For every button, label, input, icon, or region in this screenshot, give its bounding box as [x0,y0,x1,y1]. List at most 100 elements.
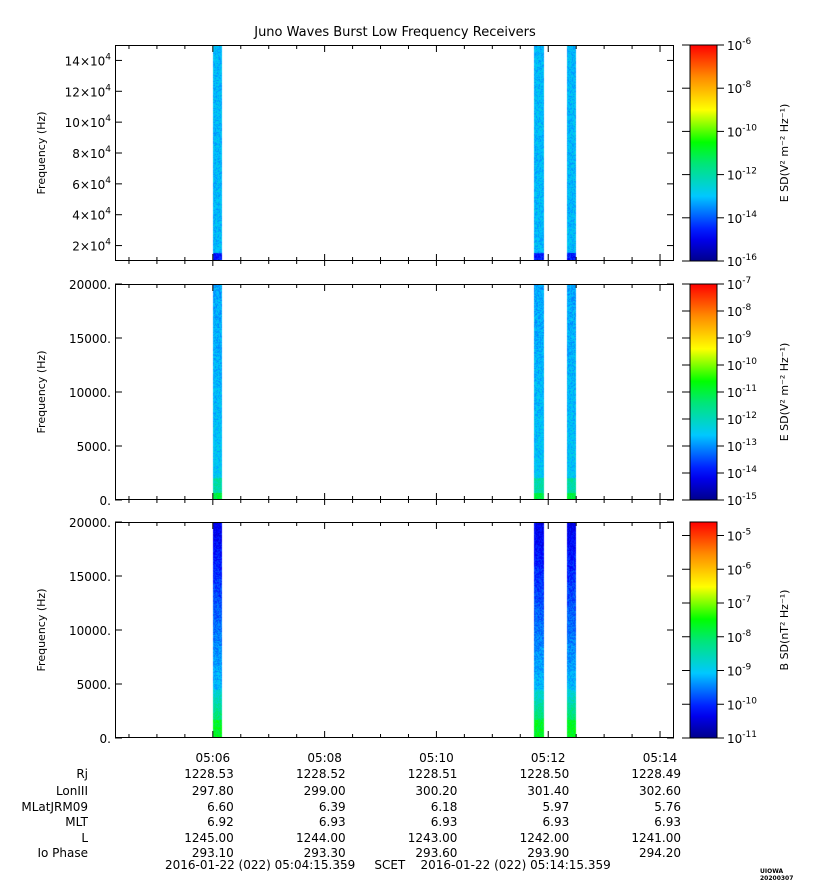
x-tick-label: 05:08 [307,751,342,765]
x-tick-label: 05:12 [531,751,566,765]
spectrogram-panel-1 [115,45,674,261]
y-tick-label: 6×104 [72,176,111,192]
y-tick-label: 10×104 [65,114,112,130]
colorbar-tick-label: 10-10 [727,357,757,373]
ephemeris-value: 294.20 [639,846,682,860]
ephemeris-label: LonIII [55,784,88,798]
ephemeris-value: 6.93 [430,815,458,829]
colorbar-label: B SD(nT² Hz⁻¹) [778,590,791,671]
y-tick-label: 10000. [69,386,111,400]
colorbar-tick-label: 10-13 [727,438,757,454]
colorbar-tick-label: 10-7 [727,595,751,611]
ephemeris-label: L [81,831,88,845]
ephemeris-value: 1228.49 [631,767,682,781]
ephemeris-value: 6.18 [430,800,458,814]
y-tick-label: 20000. [69,516,111,530]
ephemeris-label: Rj [76,767,88,781]
ephemeris-value: 300.20 [415,784,458,798]
colorbar-tick-label: 10-14 [727,210,757,226]
y-tick-label: 0. [100,494,111,508]
chart-title: Juno Waves Burst Low Frequency Receivers [254,25,536,40]
ephemeris-value: 301.40 [527,784,570,798]
ephemeris-value: 1242.00 [519,831,570,845]
ephemeris-value: 1241.00 [631,831,682,845]
footer-scet: SCET [374,858,406,872]
y-axis-label: Frequency (Hz) [35,351,48,434]
stamp: UIOWA 20200307 [760,868,794,882]
colorbar-tick-label: 10-8 [727,629,752,645]
ephemeris-value: 5.97 [542,800,570,814]
ephemeris-label: Io Phase [37,846,88,860]
ephemeris-value: 6.92 [207,815,234,829]
y-axis-label: Frequency (Hz) [35,112,48,195]
colorbar-tick-label: 10-16 [727,253,757,269]
ephemeris-value: 1243.00 [407,831,458,845]
spectrogram-panel-3 [115,522,674,738]
colorbar [689,44,718,262]
spectrogram-2 [116,285,673,499]
ephemeris-value: 1245.00 [184,831,234,845]
ephemeris-label: MLatJRM09 [21,800,88,814]
ephemeris-value: 5.76 [654,800,682,814]
ephemeris-value: 293.30 [303,846,346,860]
y-tick-label: 15000. [69,570,111,584]
ephemeris-value: 6.93 [318,815,346,829]
y-tick-label: 5000. [77,678,111,692]
colorbar-tick-label: 10-15 [727,492,757,508]
colorbar-tick-label: 10-11 [727,730,757,746]
spectrogram-1 [116,46,673,260]
ephemeris-value: 6.39 [318,800,346,814]
colorbar-tick-label: 10-6 [727,561,752,577]
colorbar-tick-label: 10-8 [727,303,752,319]
footer-start: 2016-01-22 (022) 05:04:15.359 [165,858,356,872]
y-tick-label: 14×104 [65,52,112,68]
y-tick-label: 10000. [69,624,111,638]
y-tick-label: 0. [100,732,111,746]
y-tick-label: 8×104 [72,145,111,161]
ephemeris-value: 1228.52 [296,767,346,781]
footer-end: 2016-01-22 (022) 05:14:15.359 [420,858,611,872]
y-axis-label: Frequency (Hz) [35,589,48,672]
x-tick-label: 05:10 [419,751,454,765]
y-tick-label: 15000. [69,332,111,346]
colorbar-tick-label: 10-8 [727,80,752,96]
ephemeris-value: 297.80 [191,784,234,798]
ephemeris-value: 6.93 [654,815,682,829]
colorbar-tick-label: 10-10 [727,123,757,139]
x-tick-label: 05:06 [196,751,231,765]
ephemeris-value: 293.90 [527,846,570,860]
y-tick-label: 2×104 [72,238,111,254]
colorbar-tick-label: 10-7 [727,276,751,292]
ephemeris-value: 302.60 [639,784,682,798]
y-tick-label: 12×104 [65,83,112,99]
spectrogram-panel-2 [115,284,674,500]
ephemeris-value: 1228.50 [519,767,570,781]
ephemeris-value: 293.60 [415,846,458,860]
ephemeris-value: 1228.53 [184,767,234,781]
colorbar-tick-label: 10-14 [727,465,757,481]
colorbar-tick-label: 10-12 [727,167,757,183]
x-tick-label: 05:14 [643,751,678,765]
colorbar [689,283,718,501]
ephemeris-value: 6.60 [207,800,234,814]
time-range-footer: 2016-01-22 (022) 05:04:15.359 SCET 2016-… [165,858,611,872]
colorbar-tick-label: 10-12 [727,411,757,427]
ephemeris-value: 6.93 [542,815,570,829]
y-tick-label: 20000. [69,278,111,292]
ephemeris-value: 299.00 [303,784,346,798]
spectrogram-3 [116,523,673,737]
ephemeris-label: MLT [65,815,88,829]
colorbar-tick-label: 10-11 [727,384,757,400]
colorbar-tick-label: 10-5 [727,528,751,544]
colorbar-tick-label: 10-9 [727,330,752,346]
colorbar [689,521,718,739]
ephemeris-value: 1244.00 [296,831,346,845]
y-tick-label: 5000. [77,440,111,454]
ephemeris-value: 293.10 [191,846,234,860]
ephemeris-value: 1228.51 [407,767,458,781]
colorbar-label: E SD(V² m⁻² Hz⁻¹) [778,343,791,442]
colorbar-label: E SD(V² m⁻² Hz⁻¹) [778,104,791,203]
colorbar-tick-label: 10-9 [727,663,752,679]
colorbar-tick-label: 10-10 [727,696,757,712]
y-tick-label: 4×104 [72,207,111,223]
